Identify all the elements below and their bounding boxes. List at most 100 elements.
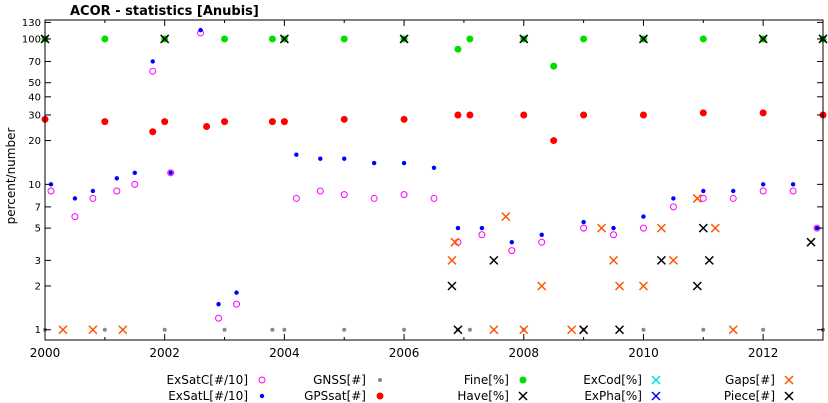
- data-point: [614, 281, 625, 291]
- data-point: [641, 327, 646, 332]
- data-point: [692, 193, 702, 203]
- data-point: [638, 34, 648, 44]
- data-point: [447, 281, 457, 291]
- data-point: [280, 118, 288, 126]
- data-point: [701, 327, 706, 332]
- data-point: [519, 325, 529, 335]
- data-point: [638, 281, 648, 291]
- data-point: [508, 247, 516, 255]
- data-point: [454, 45, 462, 53]
- data-point: [668, 255, 678, 265]
- data-point: [699, 35, 707, 43]
- data-point: [402, 327, 407, 332]
- legend-label: Gaps[#]: [725, 373, 775, 387]
- y-tick-label: 20: [28, 136, 41, 147]
- data-point: [501, 212, 511, 222]
- data-point: [71, 213, 79, 221]
- data-point: [150, 59, 155, 64]
- data-point: [47, 187, 55, 195]
- y-tick-label: 70: [28, 57, 41, 68]
- data-point: [692, 281, 702, 291]
- data-point: [102, 327, 107, 332]
- data-point: [581, 219, 586, 225]
- legend-label: GPSsat[#]: [304, 389, 366, 403]
- legend: ExSatC[#/10] ExSatL[#/10] GNSS[#] GPSsat[#]…: [167, 373, 794, 403]
- data-point: [728, 325, 738, 335]
- legend-marker: [784, 391, 794, 401]
- legend-entry-fine: Fine[%]: [464, 373, 527, 387]
- data-point: [340, 191, 348, 199]
- data-point: [597, 223, 607, 233]
- data-point: [580, 111, 588, 119]
- legend-entry-have: Have[%]: [457, 389, 528, 403]
- data-point: [761, 327, 766, 332]
- y-tick-label: 30: [28, 110, 41, 121]
- data-point: [401, 160, 407, 166]
- data-point: [789, 187, 797, 195]
- legend-label: Have[%]: [457, 389, 509, 403]
- data-point: [160, 34, 170, 44]
- data-point: [639, 224, 647, 232]
- data-point: [316, 187, 324, 195]
- y-tick-label: 50: [28, 78, 41, 89]
- legend-marker: [259, 393, 265, 399]
- data-point: [399, 34, 409, 44]
- y-tick-label: 1: [35, 325, 41, 336]
- data-point: [759, 187, 767, 195]
- y-tick-label: 7: [35, 202, 41, 213]
- data-point: [467, 327, 472, 332]
- data-point: [537, 281, 547, 291]
- data-point: [318, 156, 323, 161]
- legend-label: ExSatC[#/10]: [167, 373, 248, 387]
- data-point: [539, 232, 544, 237]
- data-point: [509, 240, 514, 245]
- data-point: [89, 194, 97, 202]
- data-point: [567, 325, 577, 335]
- data-point: [760, 182, 766, 187]
- legend-label: GNSS[#]: [313, 373, 366, 387]
- y-axis-label: percent/number: [4, 128, 18, 225]
- data-point: [168, 170, 173, 176]
- data-point: [294, 152, 299, 157]
- data-point: [671, 196, 676, 201]
- legend-label: Fine[%]: [464, 373, 509, 387]
- data-point: [447, 255, 457, 265]
- data-point: [268, 118, 276, 126]
- legend-marker: [784, 375, 794, 385]
- data-point: [114, 176, 120, 181]
- data-point: [431, 165, 437, 170]
- data-point: [279, 34, 289, 44]
- legend-label: Piece[#]: [724, 389, 775, 403]
- data-point: [450, 237, 460, 247]
- data-point: [704, 255, 714, 265]
- x-tick-label: 2006: [389, 346, 420, 360]
- data-point: [101, 118, 109, 126]
- series-piece: [447, 223, 816, 335]
- legend-label: ExSatL[#/10]: [168, 389, 248, 403]
- data-point: [131, 180, 139, 188]
- x-tick-label: 2004: [269, 346, 300, 360]
- data-point: [790, 182, 796, 187]
- data-point: [466, 35, 474, 43]
- data-point: [149, 128, 157, 136]
- data-point: [489, 255, 499, 265]
- y-axis: 1 2 3 5 7 10 20 30 40 50 70 100 130: [22, 18, 823, 336]
- y-tick-label: 2: [35, 281, 41, 292]
- data-point: [167, 169, 175, 177]
- data-point: [342, 156, 347, 161]
- data-point: [453, 325, 463, 335]
- data-point: [641, 214, 646, 219]
- data-point: [203, 122, 211, 130]
- data-point: [455, 225, 461, 231]
- data-point: [270, 327, 275, 332]
- legend-marker: [378, 378, 382, 382]
- y-tick-label: 3: [35, 256, 41, 267]
- data-point: [698, 223, 708, 233]
- y-tick-label: 130: [22, 18, 41, 29]
- data-point: [550, 62, 558, 70]
- legend-entry-excod: ExCod[%]: [583, 373, 661, 387]
- data-point: [268, 35, 276, 43]
- data-point: [222, 327, 227, 332]
- legend-entry-gnss: GNSS[#]: [313, 373, 382, 387]
- data-point: [101, 35, 109, 43]
